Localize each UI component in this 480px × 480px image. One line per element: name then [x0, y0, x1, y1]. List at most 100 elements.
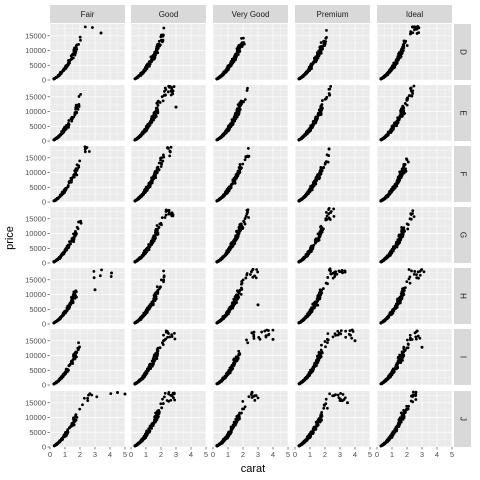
data-point [397, 176, 401, 180]
data-point [233, 237, 237, 241]
data-point [325, 214, 329, 218]
data-point [401, 105, 405, 108]
data-point [238, 108, 242, 111]
data-point [236, 113, 240, 117]
data-point [402, 171, 406, 175]
data-point [159, 285, 162, 289]
data-point [298, 138, 302, 141]
data-point [412, 215, 416, 219]
data-point [314, 115, 318, 119]
data-point [226, 128, 230, 131]
panel-very-good-g [212, 207, 289, 264]
panel-fair-f [49, 145, 126, 203]
panel-ideal-d [376, 24, 453, 81]
panel-very-good-f [212, 146, 289, 203]
data-point [157, 161, 161, 165]
data-point [404, 39, 408, 43]
data-point [57, 133, 61, 137]
data-point [306, 130, 310, 133]
data-point [219, 135, 223, 139]
data-point [60, 192, 64, 195]
data-point [139, 73, 142, 77]
data-point [136, 258, 140, 261]
data-point [150, 58, 153, 62]
outlier-point [99, 31, 103, 35]
data-point [156, 228, 159, 232]
data-point [100, 268, 103, 272]
data-point [245, 89, 249, 92]
data-point [152, 174, 156, 178]
data-point [383, 257, 387, 260]
data-point [312, 184, 316, 188]
data-point [320, 44, 324, 48]
data-point [384, 135, 388, 138]
data-point [232, 57, 235, 60]
points-very-good-f [215, 147, 251, 203]
data-point [315, 56, 318, 60]
data-point [83, 25, 87, 29]
points-ideal-e [379, 84, 416, 142]
data-point [141, 191, 145, 195]
data-point [91, 26, 94, 29]
data-point [309, 64, 313, 68]
data-point [171, 89, 175, 93]
data-point [327, 147, 331, 151]
data-point [315, 178, 318, 182]
data-point [163, 89, 166, 93]
data-point [139, 134, 143, 137]
data-point [150, 241, 153, 245]
data-point [154, 53, 157, 57]
data-point [142, 70, 146, 74]
data-point [135, 320, 139, 324]
data-point [385, 254, 389, 258]
data-point [411, 31, 415, 35]
facet-panels [49, 24, 453, 448]
panel-premium-e [294, 85, 371, 142]
data-point [242, 36, 245, 40]
data-point [145, 65, 149, 69]
data-point [222, 255, 226, 259]
data-point [329, 85, 333, 88]
data-point [246, 86, 249, 90]
data-point [327, 208, 330, 211]
data-point [410, 94, 414, 98]
data-point [238, 44, 242, 48]
data-point [70, 298, 74, 302]
points-fair-f [52, 145, 91, 203]
data-point [62, 127, 66, 131]
data-point [150, 120, 154, 124]
data-point [325, 29, 328, 32]
data-point [53, 320, 57, 324]
data-point [75, 225, 79, 229]
data-point [92, 269, 96, 273]
data-point [74, 46, 78, 50]
panel-fair-h [49, 268, 126, 325]
data-point [161, 99, 165, 103]
points-ideal-f [379, 157, 410, 203]
data-point [229, 124, 232, 128]
data-point [147, 245, 151, 249]
data-point [155, 285, 159, 289]
data-point [244, 155, 248, 159]
data-point [109, 275, 113, 278]
data-point [60, 71, 64, 75]
data-point [70, 56, 74, 60]
data-point [135, 137, 139, 140]
data-point [166, 90, 170, 94]
panel-very-good-d [212, 24, 289, 81]
data-point [402, 226, 406, 230]
data-point [219, 257, 223, 261]
data-point [400, 235, 404, 238]
data-point [154, 295, 158, 299]
data-point [171, 213, 175, 216]
data-point [402, 42, 406, 46]
data-point [391, 127, 395, 131]
data-point [405, 44, 409, 47]
data-point [67, 119, 71, 122]
data-point [415, 32, 419, 35]
data-point [310, 186, 314, 190]
data-point [387, 192, 391, 196]
data-point [156, 103, 160, 107]
data-point [406, 160, 410, 164]
data-point [301, 135, 305, 139]
